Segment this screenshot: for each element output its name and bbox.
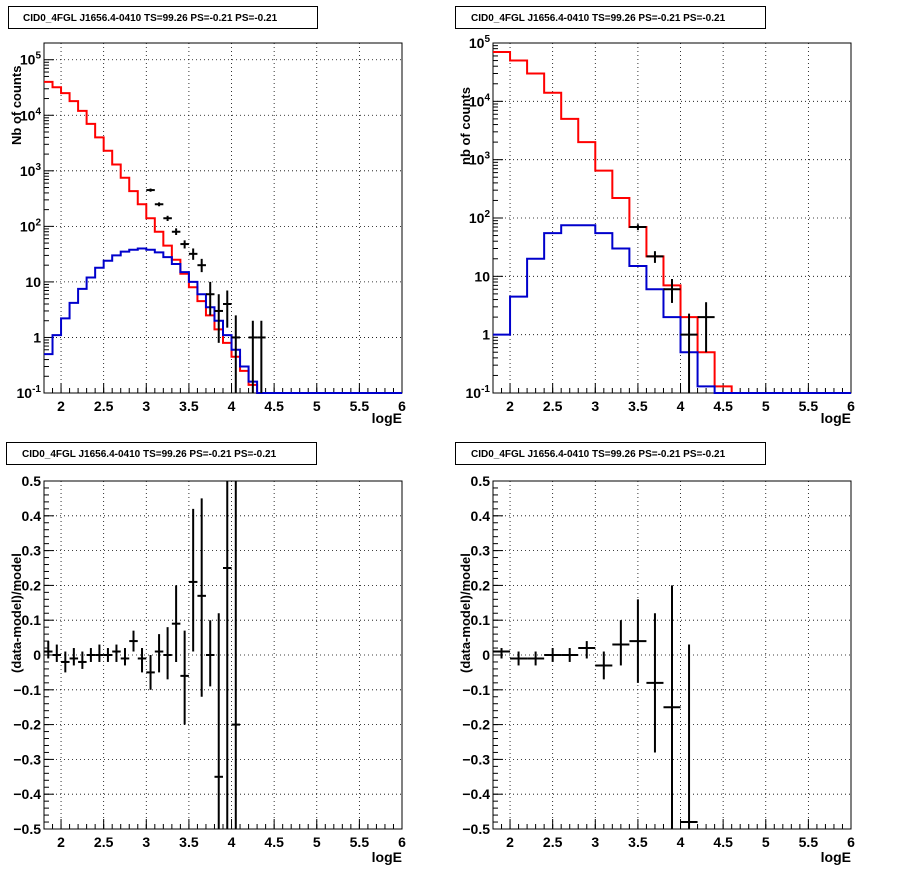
x-tick-label: 4.5 — [713, 834, 733, 850]
x-tick-label: 3 — [591, 834, 599, 850]
y-tick-label: 0.3 — [471, 543, 491, 559]
x-tick-label: 3.5 — [179, 398, 199, 414]
x-tick-label: 6 — [398, 834, 406, 850]
source-model-histogram — [44, 247, 402, 394]
x-tick-label: 3 — [591, 398, 599, 414]
chart-title: CID0_4FGL J1656.4-0410 TS=99.26 PS=-0.21… — [6, 442, 317, 465]
panel-4: CID0_4FGL J1656.4-0410 TS=99.26 PS=-0.21… — [449, 437, 898, 875]
x-tick-label: 2.5 — [543, 834, 563, 850]
x-tick-label: 3 — [142, 398, 150, 414]
x-tick-label: 2 — [506, 398, 514, 414]
x-tick-label: 6 — [398, 398, 406, 414]
x-tick-label: 4.5 — [264, 398, 284, 414]
y-tick-label: 105 — [20, 51, 42, 68]
y-tick-label: 0 — [482, 647, 490, 663]
y-tick-label: 1 — [33, 329, 41, 345]
x-tick-label: 3.5 — [179, 834, 199, 850]
model-total-histogram — [44, 80, 402, 394]
y-tick-label: 0.2 — [22, 577, 42, 593]
x-tick-label: 2 — [506, 834, 514, 850]
model-total-histogram — [493, 51, 851, 394]
x-axis-label: logE — [372, 410, 402, 426]
x-tick-label: 5 — [762, 834, 770, 850]
y-axis-label: (data-model)/model — [458, 553, 473, 673]
y-tick-label: −0.2 — [13, 717, 41, 733]
y-tick-label: 0.2 — [471, 577, 491, 593]
y-tick-label: 0 — [33, 647, 41, 663]
y-tick-label: 102 — [20, 217, 42, 234]
x-tick-label: 5 — [313, 834, 321, 850]
y-tick-label: −0.3 — [462, 751, 490, 767]
chart-2-svg: nb of counts logE 2 2.5 3 3.5 4 4.5 5 5.5 6 10-1 1… — [458, 34, 855, 426]
y-axis-label: (data-model)/model — [9, 553, 24, 673]
x-tick-label: 2 — [57, 398, 65, 414]
y-tick-label: 10 — [25, 274, 41, 290]
x-tick-label: 5 — [762, 398, 770, 414]
y-axis-label: nb of counts — [458, 87, 473, 165]
y-tick-label: −0.5 — [13, 821, 41, 837]
x-tick-label: 5.5 — [350, 834, 370, 850]
x-tick-label: 3.5 — [628, 398, 648, 414]
y-tick-label: 0.4 — [471, 508, 491, 524]
y-tick-label: 0.5 — [22, 473, 42, 489]
panel-3: CID0_4FGL J1656.4-0410 TS=99.26 PS=-0.21… — [0, 437, 449, 875]
x-tick-label: 4.5 — [264, 834, 284, 850]
x-tick-label: 5.5 — [799, 834, 819, 850]
y-tick-label: 0.1 — [471, 612, 491, 628]
y-tick-label: −0.4 — [13, 786, 41, 802]
plot-frame — [43, 480, 403, 830]
x-tick-label: 2.5 — [94, 398, 114, 414]
x-axis-label: logE — [372, 849, 402, 865]
chart-1-svg: Nb of counts logE 2 2.5 3 3.5 4 4.5 5 5.5 6 10-1 1… — [9, 42, 406, 426]
y-tick-label: 0.1 — [22, 612, 42, 628]
x-tick-label: 5.5 — [350, 398, 370, 414]
y-tick-label: 0.3 — [22, 543, 42, 559]
chart-title: CID0_4FGL J1656.4-0410 TS=99.26 PS=-0.21… — [455, 442, 766, 465]
y-tick-label: 103 — [469, 151, 491, 168]
x-tick-label: 4 — [677, 398, 685, 414]
x-tick-label: 4 — [228, 834, 236, 850]
chart-4-svg: (data-model)/model logE 2 2.5 3 3.5 4 4.5 5 5.5… — [458, 473, 855, 865]
plot-frame — [43, 42, 403, 394]
x-tick-label: 2 — [57, 834, 65, 850]
y-tick-label: −0.1 — [462, 682, 490, 698]
y-tick-label: 102 — [469, 209, 491, 226]
y-axis-label: Nb of counts — [9, 66, 24, 145]
y-tick-label: 10-1 — [466, 384, 491, 401]
x-tick-label: 4 — [228, 398, 236, 414]
y-tick-label: −0.3 — [13, 751, 41, 767]
panel-2: CID0_4FGL J1656.4-0410 TS=99.26 PS=-0.21… — [449, 0, 898, 437]
y-tick-label: 105 — [469, 34, 491, 51]
y-tick-label: 10-1 — [17, 384, 42, 401]
y-tick-label: 104 — [20, 106, 42, 123]
y-tick-label: 104 — [469, 92, 491, 109]
y-tick-label: −0.1 — [13, 682, 41, 698]
x-tick-label: 5 — [313, 398, 321, 414]
x-tick-label: 3 — [142, 834, 150, 850]
y-tick-label: −0.5 — [462, 821, 490, 837]
x-axis-label: logE — [821, 849, 851, 865]
plot-frame — [492, 42, 852, 394]
y-tick-label: 0.5 — [471, 473, 491, 489]
y-tick-label: −0.4 — [462, 786, 490, 802]
chart-title: CID0_4FGL J1656.4-0410 TS=99.26 PS=-0.21… — [455, 6, 766, 29]
x-tick-label: 5.5 — [799, 398, 819, 414]
y-tick-label: 103 — [20, 162, 42, 179]
y-tick-label: 10 — [474, 268, 490, 284]
x-tick-label: 2.5 — [543, 398, 563, 414]
y-tick-label: −0.2 — [462, 717, 490, 733]
panel-1: CID0_4FGL J1656.4-0410 TS=99.26 PS=-0.21… — [0, 0, 449, 437]
chart-title: CID0_4FGL J1656.4-0410 TS=99.26 PS=-0.21… — [8, 6, 318, 29]
x-tick-label: 2.5 — [94, 834, 114, 850]
x-tick-label: 4.5 — [713, 398, 733, 414]
chart-3-svg: (data-model)/model logE 2 2.5 3 3.5 4 4.5 5 5.5… — [9, 473, 406, 865]
x-tick-label: 4 — [677, 834, 685, 850]
y-tick-label: 1 — [482, 327, 490, 343]
source-model-histogram — [493, 224, 851, 394]
x-tick-label: 6 — [847, 398, 855, 414]
x-axis-label: logE — [821, 410, 851, 426]
x-tick-label: 6 — [847, 834, 855, 850]
x-tick-label: 3.5 — [628, 834, 648, 850]
y-tick-label: 0.4 — [22, 508, 42, 524]
